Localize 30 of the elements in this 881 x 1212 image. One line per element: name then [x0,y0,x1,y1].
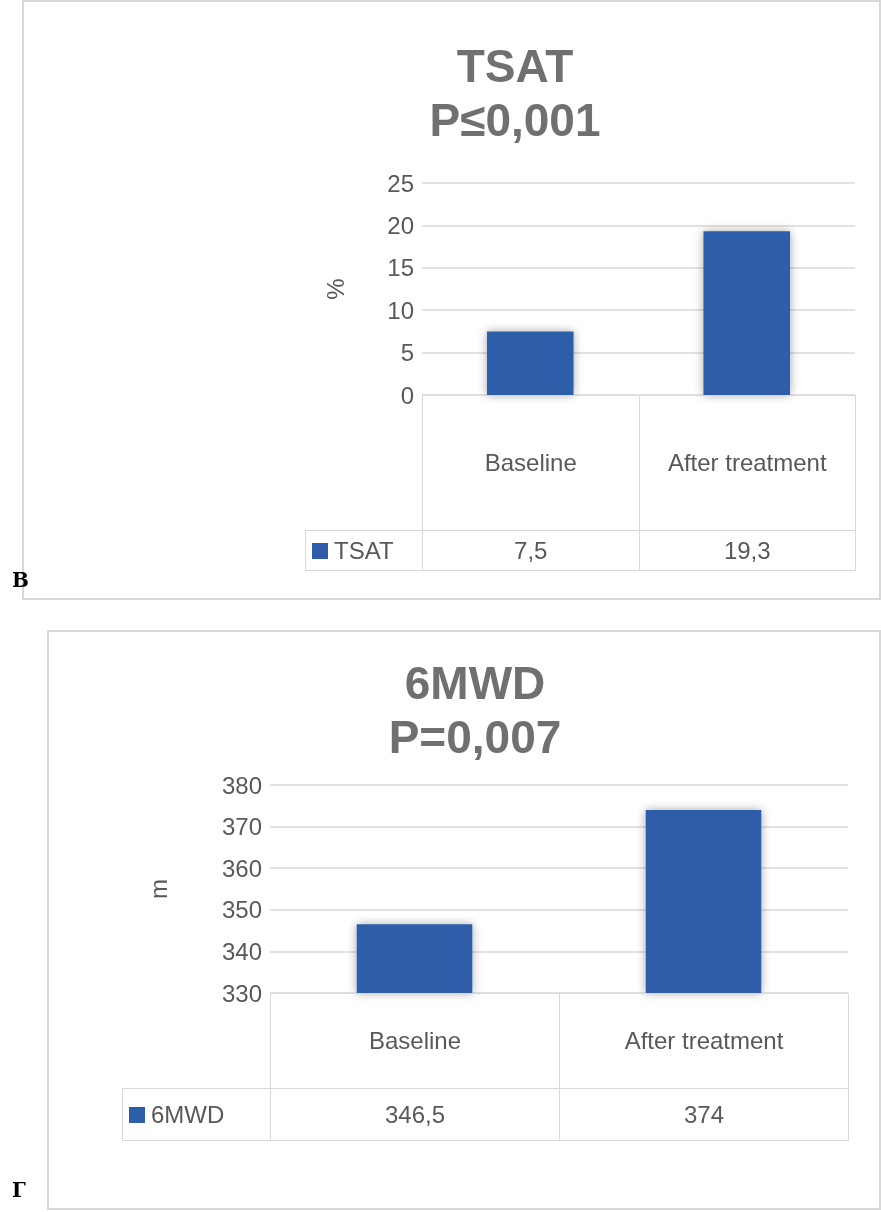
chart-title: TSAT [456,40,574,92]
chart-title: 6MWD [404,657,546,709]
y-tick-label: 5 [400,339,414,367]
chart-subtitle: P=0,007 [388,711,562,763]
y-tick-label: 350 [221,896,262,924]
x-tick-label: After treatment [559,993,849,1089]
text: Г [12,1178,26,1202]
y-tick-label: 10 [387,296,414,324]
y-tick-label: 25 [387,169,414,197]
data-label: 374 [559,1088,849,1141]
y-tick-label: 340 [221,937,262,965]
y-tick-label: 15 [387,254,414,282]
data-label: 346,5 [270,1088,560,1141]
y-tick-label: 20 [387,211,414,239]
chart-subtitle: P≤0,001 [429,94,601,146]
y-tick-label: 360 [221,854,262,882]
data-label: 7,5 [422,530,640,571]
y-axis-title: m [144,879,172,899]
y-tick-label: 330 [221,979,262,1007]
x-tick-label: Baseline [270,993,560,1089]
y-tick-label: 0 [400,381,414,409]
text: В [12,568,29,592]
data-label: 19,3 [638,530,856,571]
x-tick-label: After treatment [638,395,856,531]
y-tick-label: 370 [221,813,262,841]
y-axis-title: % [321,278,349,300]
y-tick-label: 380 [221,771,262,799]
legend-label: 6MWD [151,1099,225,1130]
legend-label: TSAT [334,535,394,566]
x-tick-label: Baseline [422,395,640,531]
